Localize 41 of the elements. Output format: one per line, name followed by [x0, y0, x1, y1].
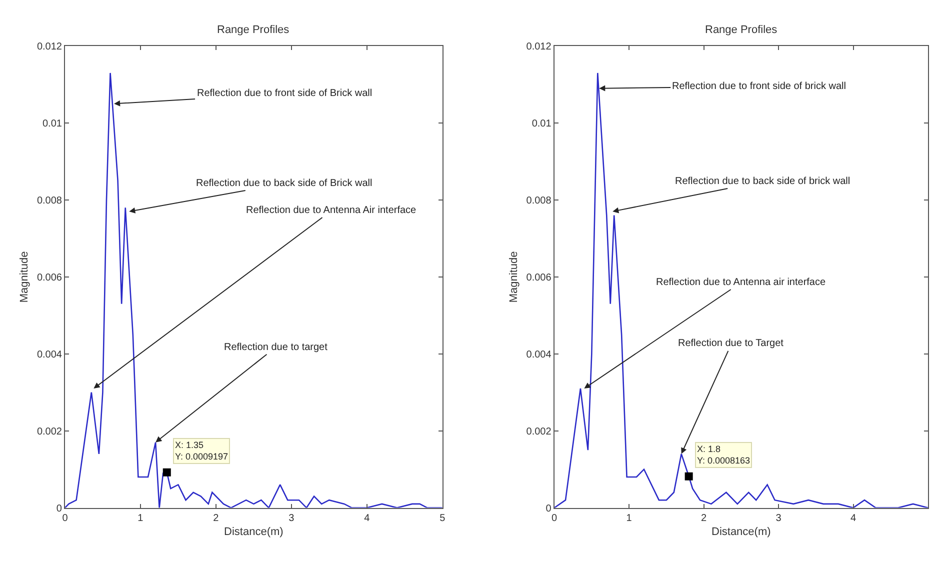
line-series: [554, 72, 928, 508]
x-tick-label: 3: [776, 512, 782, 524]
y-tick-label: 0: [546, 503, 552, 514]
chart-title: Range Profiles: [705, 24, 778, 36]
annotation: X: 1.8 Y: 0.0008163: [697, 444, 750, 466]
x-tick-label: 1: [138, 512, 144, 524]
x-tick-label: 3: [288, 512, 295, 524]
y-tick-label: 0.004: [526, 349, 552, 360]
annotation: Reflection due to back side of brick wall: [675, 176, 850, 187]
y-tick-label: 0.01: [42, 118, 62, 130]
y-tick-label: 0.008: [36, 195, 62, 206]
chart-title: Range Profiles: [217, 24, 290, 36]
x-tick-label: 2: [213, 512, 220, 524]
y-tick-label: 0: [56, 503, 62, 514]
annotation: Reflection due to target: [224, 342, 328, 353]
x-tick-label: 5: [440, 512, 446, 524]
annotation: X: 1.35 Y: 0.0009197: [175, 440, 228, 462]
y-tick-label: 0.006: [526, 272, 552, 284]
annotation: Reflection due to Antenna air interface: [656, 277, 826, 288]
annotation: Reflection due to back side of Brick wall: [196, 178, 372, 189]
y-tick-label: 0.008: [526, 195, 552, 206]
x-axis-title: Distance(m): [712, 526, 771, 538]
y-tick-label: 0.01: [532, 118, 552, 130]
annotation: Reflection due to front side of Brick wall: [197, 88, 372, 99]
line-series: [64, 72, 442, 508]
x-tick-label: 2: [701, 512, 707, 524]
y-tick-label: 0.012: [36, 42, 62, 53]
y-tick-label: 0.002: [36, 426, 62, 438]
y-axis-title: Magnitude: [18, 251, 31, 303]
annotation: Reflection due to Antenna Air interface: [246, 205, 417, 216]
annotation: Reflection due to front side of brick wall: [672, 81, 846, 92]
x-tick-label: 1: [626, 512, 632, 524]
x-axis-title: Distance(m): [224, 526, 284, 538]
x-tick-label: 4: [364, 512, 370, 524]
annotation: Reflection due to Target: [678, 338, 784, 349]
y-tick-label: 0.002: [526, 426, 552, 438]
y-tick-label: 0.004: [36, 349, 62, 360]
y-tick-label: 0.006: [36, 272, 62, 284]
x-tick-label: 4: [850, 512, 856, 524]
y-tick-label: 0.012: [526, 42, 552, 53]
y-axis-title: Magnitude: [508, 251, 520, 303]
